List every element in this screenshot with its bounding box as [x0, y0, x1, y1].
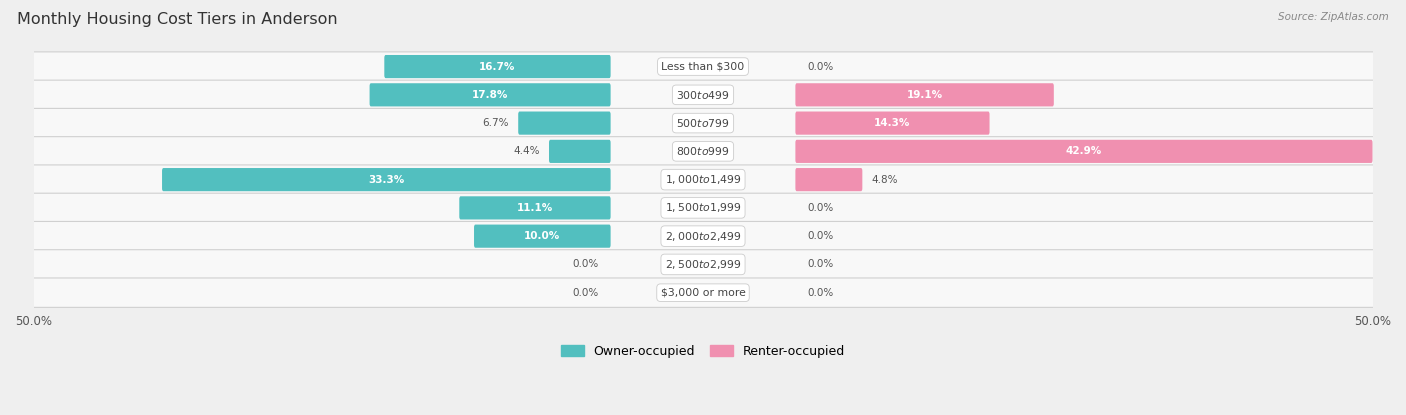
FancyBboxPatch shape [162, 168, 610, 191]
FancyBboxPatch shape [474, 225, 610, 248]
Text: 14.3%: 14.3% [875, 118, 911, 128]
FancyBboxPatch shape [384, 55, 610, 78]
Text: $500 to $799: $500 to $799 [676, 117, 730, 129]
Text: 11.1%: 11.1% [517, 203, 553, 213]
Text: $2,500 to $2,999: $2,500 to $2,999 [665, 258, 741, 271]
FancyBboxPatch shape [796, 112, 990, 135]
Text: 10.0%: 10.0% [524, 231, 561, 241]
FancyBboxPatch shape [20, 80, 1386, 110]
Text: $1,500 to $1,999: $1,500 to $1,999 [665, 201, 741, 215]
Text: 0.0%: 0.0% [572, 288, 599, 298]
Text: 6.7%: 6.7% [482, 118, 509, 128]
Text: 0.0%: 0.0% [807, 288, 834, 298]
FancyBboxPatch shape [796, 83, 1054, 106]
FancyBboxPatch shape [796, 140, 1372, 163]
Text: 0.0%: 0.0% [807, 231, 834, 241]
Text: 42.9%: 42.9% [1066, 146, 1102, 156]
Legend: Owner-occupied, Renter-occupied: Owner-occupied, Renter-occupied [557, 339, 849, 363]
FancyBboxPatch shape [20, 250, 1386, 279]
Text: $3,000 or more: $3,000 or more [661, 288, 745, 298]
Text: 0.0%: 0.0% [807, 259, 834, 269]
FancyBboxPatch shape [20, 193, 1386, 222]
FancyBboxPatch shape [519, 112, 610, 135]
Text: $1,000 to $1,499: $1,000 to $1,499 [665, 173, 741, 186]
Text: $800 to $999: $800 to $999 [676, 145, 730, 157]
FancyBboxPatch shape [20, 165, 1386, 194]
Text: $2,000 to $2,499: $2,000 to $2,499 [665, 229, 741, 243]
Text: 19.1%: 19.1% [907, 90, 942, 100]
Text: Less than $300: Less than $300 [661, 61, 745, 71]
Text: 0.0%: 0.0% [807, 61, 834, 71]
FancyBboxPatch shape [548, 140, 610, 163]
Text: 0.0%: 0.0% [807, 203, 834, 213]
FancyBboxPatch shape [796, 168, 862, 191]
Text: Monthly Housing Cost Tiers in Anderson: Monthly Housing Cost Tiers in Anderson [17, 12, 337, 27]
FancyBboxPatch shape [20, 278, 1386, 308]
Text: 17.8%: 17.8% [472, 90, 509, 100]
Text: 0.0%: 0.0% [572, 259, 599, 269]
FancyBboxPatch shape [20, 108, 1386, 138]
Text: 33.3%: 33.3% [368, 175, 405, 185]
Text: Source: ZipAtlas.com: Source: ZipAtlas.com [1278, 12, 1389, 22]
Text: $300 to $499: $300 to $499 [676, 89, 730, 101]
Text: 4.4%: 4.4% [513, 146, 540, 156]
FancyBboxPatch shape [20, 52, 1386, 81]
FancyBboxPatch shape [460, 196, 610, 220]
FancyBboxPatch shape [20, 137, 1386, 166]
Text: 16.7%: 16.7% [479, 61, 516, 71]
Text: 4.8%: 4.8% [872, 175, 898, 185]
FancyBboxPatch shape [370, 83, 610, 106]
FancyBboxPatch shape [20, 222, 1386, 251]
